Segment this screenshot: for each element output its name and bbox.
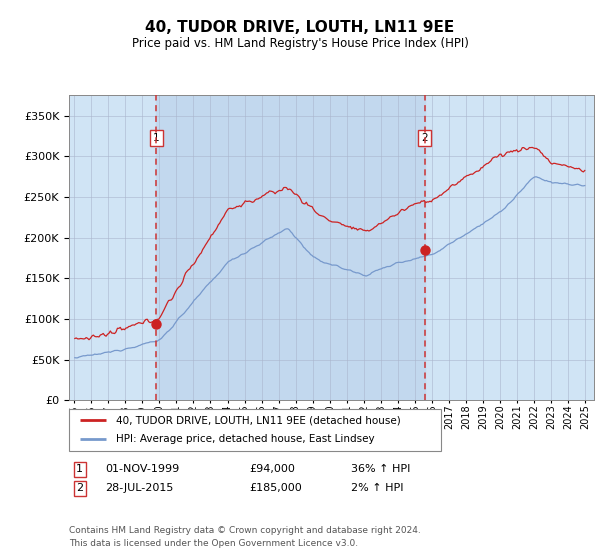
Text: HPI: Average price, detached house, East Lindsey: HPI: Average price, detached house, East… <box>115 435 374 445</box>
Text: Contains HM Land Registry data © Crown copyright and database right 2024.
This d: Contains HM Land Registry data © Crown c… <box>69 526 421 548</box>
Text: £94,000: £94,000 <box>249 464 295 474</box>
Text: 36% ↑ HPI: 36% ↑ HPI <box>351 464 410 474</box>
Text: 1: 1 <box>76 464 83 474</box>
Text: 1: 1 <box>153 133 160 143</box>
Text: 2% ↑ HPI: 2% ↑ HPI <box>351 483 404 493</box>
Text: £185,000: £185,000 <box>249 483 302 493</box>
Text: 28-JUL-2015: 28-JUL-2015 <box>105 483 173 493</box>
Text: 40, TUDOR DRIVE, LOUTH, LN11 9EE (detached house): 40, TUDOR DRIVE, LOUTH, LN11 9EE (detach… <box>115 415 400 425</box>
Text: 2: 2 <box>421 133 428 143</box>
Text: Price paid vs. HM Land Registry's House Price Index (HPI): Price paid vs. HM Land Registry's House … <box>131 37 469 50</box>
Text: 40, TUDOR DRIVE, LOUTH, LN11 9EE: 40, TUDOR DRIVE, LOUTH, LN11 9EE <box>145 20 455 35</box>
Text: 01-NOV-1999: 01-NOV-1999 <box>105 464 179 474</box>
Bar <box>157 95 425 400</box>
Text: 2: 2 <box>76 483 83 493</box>
